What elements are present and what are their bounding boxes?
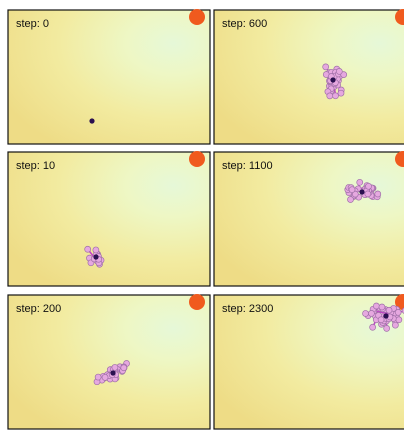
step-label: step: 10 [16,160,55,172]
panel-background [213,9,404,145]
panel: step: 0 [7,9,211,145]
agent [89,118,95,124]
particle [340,71,348,78]
step-label: step: 600 [222,18,267,30]
particle [374,190,382,198]
target-dot [395,9,404,25]
cluster [93,360,130,386]
target-dot [189,9,205,25]
panel: step: 10 [7,151,211,287]
cluster [344,178,382,203]
step-label: step: 1100 [222,160,273,172]
particle [332,92,339,100]
agent [330,77,336,83]
particle [335,67,343,75]
particle [120,364,128,372]
particle [378,303,386,311]
particle [368,310,375,317]
particle [111,364,119,371]
particle [373,302,380,310]
particle [362,310,369,317]
panel: step: 200 [7,294,211,430]
particle [365,182,372,190]
particle [84,245,92,253]
panel-background [7,294,211,430]
particle [347,196,354,203]
particle [348,186,356,194]
target-dot [189,151,205,167]
particle [92,246,100,254]
cluster [89,118,95,124]
particle [94,373,102,381]
panel-background [7,9,211,145]
agent [383,313,389,319]
particle [385,306,393,314]
panel: step: 2300 [213,294,404,430]
particle [326,92,334,100]
particle [356,178,364,186]
particle [364,190,372,198]
agent [110,370,116,376]
panel-background [7,151,211,287]
cluster [322,63,348,100]
step-label: step: 0 [16,18,49,30]
target-dot [189,294,205,310]
panel-background [213,151,404,287]
cluster [84,245,105,268]
agent [359,189,365,195]
panel: step: 1100 [213,151,404,287]
particle [392,321,399,329]
particle [395,316,403,324]
cluster [362,302,404,332]
target-dot [395,151,404,167]
panel: step: 600 [213,9,404,145]
particle [369,323,376,331]
particle [377,316,385,324]
particle [383,325,391,332]
step-label: step: 200 [16,303,61,315]
particle [351,190,359,198]
particle [337,89,345,97]
step-label: step: 2300 [222,303,273,315]
particle [322,63,330,71]
particle [101,374,109,381]
target-dot [395,294,404,310]
panel-grid: step: 0 step: 600 step: 10 step: 1100 step: … [7,9,404,430]
agent [93,254,99,260]
particle [394,309,402,316]
